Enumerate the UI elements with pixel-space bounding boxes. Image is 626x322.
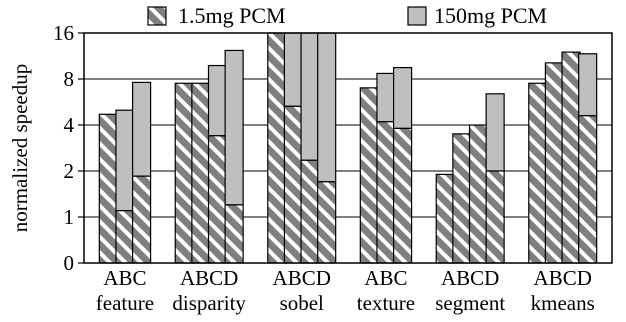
bar-150mg-kmeans-D: [578, 53, 598, 117]
legend: 1.5mg PCM 150mg PCM: [147, 3, 547, 28]
bar-1.5mg-kmeans-B: [544, 62, 565, 264]
bar-1.5mg-segment-A: [435, 173, 455, 264]
bar-1.5mg-sobel-D: [317, 181, 337, 264]
bar-1.5mg-feature-B: [115, 210, 135, 264]
legend-swatch-low: [147, 6, 167, 26]
y-tick-label: 8: [64, 67, 75, 91]
group-label: texture: [357, 291, 415, 315]
y-ticks: 0 1 2 4 8 16: [53, 21, 84, 275]
bar-1.5mg-sobel-C: [300, 159, 320, 264]
bar-150mg-segment-D: [485, 93, 505, 172]
bar-150mg-feature-B: [115, 109, 135, 212]
bar-1.5mg-texture-C: [392, 127, 413, 264]
config-label: ABC: [364, 266, 407, 290]
bar-150mg-sobel-B: [283, 32, 304, 107]
bar-1.5mg-feature-A: [98, 113, 118, 264]
group-label: sobel: [280, 291, 324, 315]
y-tick-label: 2: [64, 159, 75, 183]
y-tick-label: 4: [64, 113, 75, 137]
group-label: feature: [96, 291, 154, 315]
bar-150mg-feature-C: [131, 81, 152, 177]
bar-1.5mg-disparity-A: [174, 82, 194, 264]
bar-1.5mg-sobel-A: [267, 32, 287, 264]
config-label: ABCD: [441, 266, 499, 290]
config-label: ABCD: [180, 266, 238, 290]
bar-1.5mg-disparity-B: [191, 82, 211, 264]
group-label: disparity: [172, 291, 246, 315]
bar-150mg-disparity-D: [224, 49, 244, 206]
y-axis-label: normalized speedup: [8, 64, 32, 233]
bar-150mg-texture-C: [392, 66, 413, 130]
legend-label-high: 150mg PCM: [434, 3, 547, 28]
config-label: ABC: [103, 266, 146, 290]
x-labels: ABCfeatureABCDdisparityABCDsobelABCtextu…: [96, 266, 595, 315]
group-label: kmeans: [531, 291, 595, 315]
bar-1.5mg-disparity-C: [207, 135, 228, 264]
y-tick-label: 1: [64, 205, 75, 229]
bar-1.5mg-segment-D: [485, 170, 505, 264]
config-label: ABCD: [534, 266, 592, 290]
y-tick-label: 0: [64, 251, 75, 275]
legend-label-low: 1.5mg PCM: [178, 3, 286, 28]
bar-1.5mg-segment-B: [452, 133, 472, 264]
bar-1.5mg-texture-B: [376, 121, 396, 264]
bar-1.5mg-disparity-D: [224, 204, 244, 264]
bar-1.5mg-kmeans-C: [561, 51, 581, 264]
bar-150mg-sobel-C: [300, 32, 320, 161]
legend-swatch-high: [407, 6, 427, 26]
bar-150mg-texture-B: [376, 72, 396, 123]
y-tick-label: 16: [53, 21, 74, 45]
bar-150mg-disparity-C: [207, 64, 228, 137]
bars: [98, 32, 598, 264]
bar-150mg-sobel-D: [317, 32, 337, 183]
gridlines: [84, 78, 612, 218]
bar-1.5mg-sobel-B: [283, 105, 304, 264]
group-label: segment: [435, 291, 505, 315]
config-label: ABCD: [273, 266, 331, 290]
bar-1.5mg-kmeans-D: [578, 115, 598, 264]
bar-1.5mg-feature-C: [131, 175, 152, 264]
bar-1.5mg-kmeans-A: [528, 82, 548, 264]
plot-frame: [83, 32, 613, 264]
bar-1.5mg-segment-C: [468, 124, 489, 264]
bar-1.5mg-texture-A: [359, 87, 379, 264]
